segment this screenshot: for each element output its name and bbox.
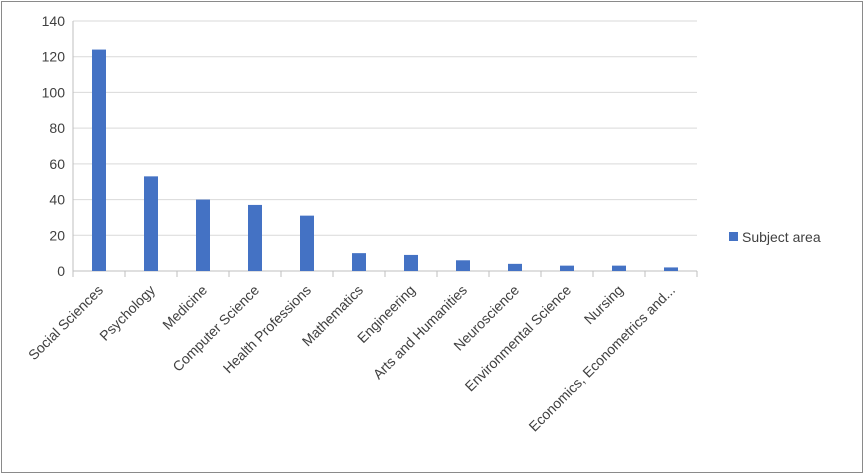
y-tick-label: 0 <box>57 263 65 279</box>
bar <box>92 49 106 272</box>
x-tick-label: Psychology <box>96 282 158 344</box>
x-tick-label: Computer Science <box>169 282 262 375</box>
bar <box>352 253 366 271</box>
x-tick-label: Nursing <box>581 282 626 327</box>
bar <box>248 204 262 271</box>
bar <box>300 215 314 271</box>
bar <box>456 260 470 271</box>
bar <box>404 254 418 271</box>
x-tick-label: Health Professions <box>220 282 314 376</box>
x-tick-label: Medicine <box>159 282 210 333</box>
y-tick-label: 60 <box>49 156 65 172</box>
legend-label: Subject area <box>742 229 821 245</box>
y-tick-label: 40 <box>49 192 65 208</box>
x-tick-label: Environmental Science <box>462 282 575 395</box>
x-tick-label: Social Sciences <box>25 282 106 363</box>
bar <box>664 267 678 271</box>
bar <box>508 263 522 271</box>
bar <box>196 199 210 271</box>
legend-swatch <box>729 232 738 241</box>
y-tick-label: 140 <box>42 13 66 29</box>
bar <box>612 265 626 271</box>
bar <box>144 176 158 271</box>
y-tick-label: 20 <box>49 227 65 243</box>
y-tick-label: 120 <box>42 49 66 65</box>
x-tick-label: Arts and Humanities <box>370 282 470 382</box>
bar <box>560 265 574 271</box>
y-tick-label: 100 <box>42 84 66 100</box>
y-tick-label: 80 <box>49 120 65 136</box>
